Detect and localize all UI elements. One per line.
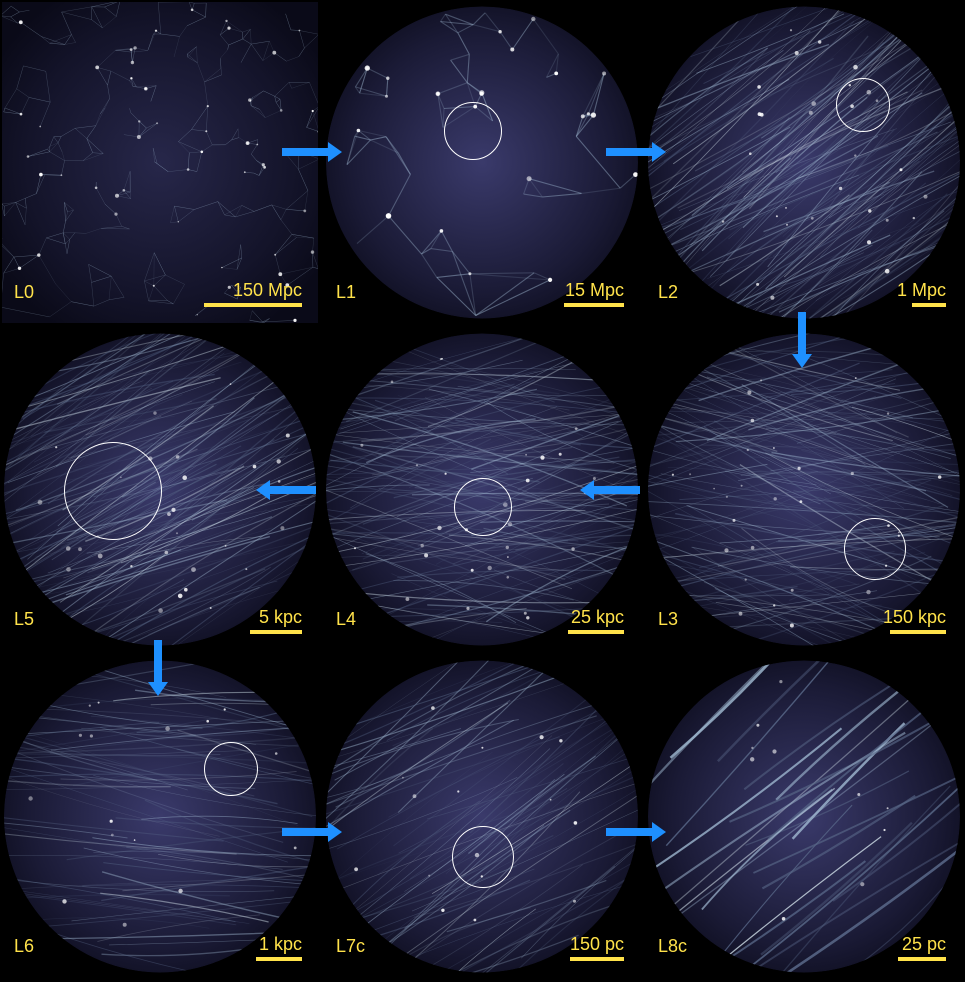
panel-label-L4: L4 [336, 609, 356, 630]
panel-label-L1: L1 [336, 282, 356, 303]
panel-L8c: L8c 25 pc [644, 654, 964, 979]
scale-bar-L7c [570, 957, 624, 961]
scale-text-L7c: 150 pc [570, 934, 624, 955]
panel-L3: L3 150 kpc [644, 327, 964, 652]
scale-bar-L0 [204, 303, 302, 307]
scale-L0: 150 Mpc [204, 280, 302, 307]
panel-label-L5: L5 [14, 609, 34, 630]
panel-label-L2: L2 [658, 282, 678, 303]
scale-bar-L2 [912, 303, 946, 307]
panel-label-L6: L6 [14, 936, 34, 957]
scale-L4: 25 kpc [568, 607, 624, 634]
scale-bar-L4 [568, 630, 624, 634]
panel-L4: L4 25 kpc [322, 327, 642, 652]
scale-text-L0: 150 Mpc [204, 280, 302, 301]
scale-text-L5: 5 kpc [250, 607, 302, 628]
scale-L6: 1 kpc [256, 934, 302, 961]
scale-L3: 150 kpc [883, 607, 946, 634]
scale-L8c: 25 pc [898, 934, 946, 961]
scale-text-L4: 25 kpc [568, 607, 624, 628]
scale-L5: 5 kpc [250, 607, 302, 634]
scale-bar-L1 [564, 303, 624, 307]
scale-bar-L6 [256, 957, 302, 961]
scale-text-L1: 15 Mpc [564, 280, 624, 301]
scale-L2: 1 Mpc [897, 280, 946, 307]
panel-L5: L5 5 kpc [0, 327, 320, 652]
scale-L7c: 150 pc [570, 934, 624, 961]
panel-label-L3: L3 [658, 609, 678, 630]
scale-text-L8c: 25 pc [898, 934, 946, 955]
panel-L2: L2 1 Mpc [644, 0, 964, 325]
scale-bar-L8c [898, 957, 946, 961]
scale-text-L6: 1 kpc [256, 934, 302, 955]
panel-L6: L6 1 kpc [0, 654, 320, 979]
scale-text-L2: 1 Mpc [897, 280, 946, 301]
panel-label-L8c: L8c [658, 936, 687, 957]
scale-L1: 15 Mpc [564, 280, 624, 307]
scale-bar-L5 [250, 630, 302, 634]
scale-bar-L3 [890, 630, 946, 634]
panel-label-L0: L0 [14, 282, 34, 303]
panel-label-L7c: L7c [336, 936, 365, 957]
panel-L1: L1 15 Mpc [322, 0, 642, 325]
panel-L0: L0 150 Mpc [0, 0, 320, 325]
panel-L7c: L7c 150 pc [322, 654, 642, 979]
scale-text-L3: 150 kpc [883, 607, 946, 628]
figure-grid: L0 150 Mpc L1 15 Mpc L2 1 Mpc L3 150 kpc [0, 0, 965, 982]
